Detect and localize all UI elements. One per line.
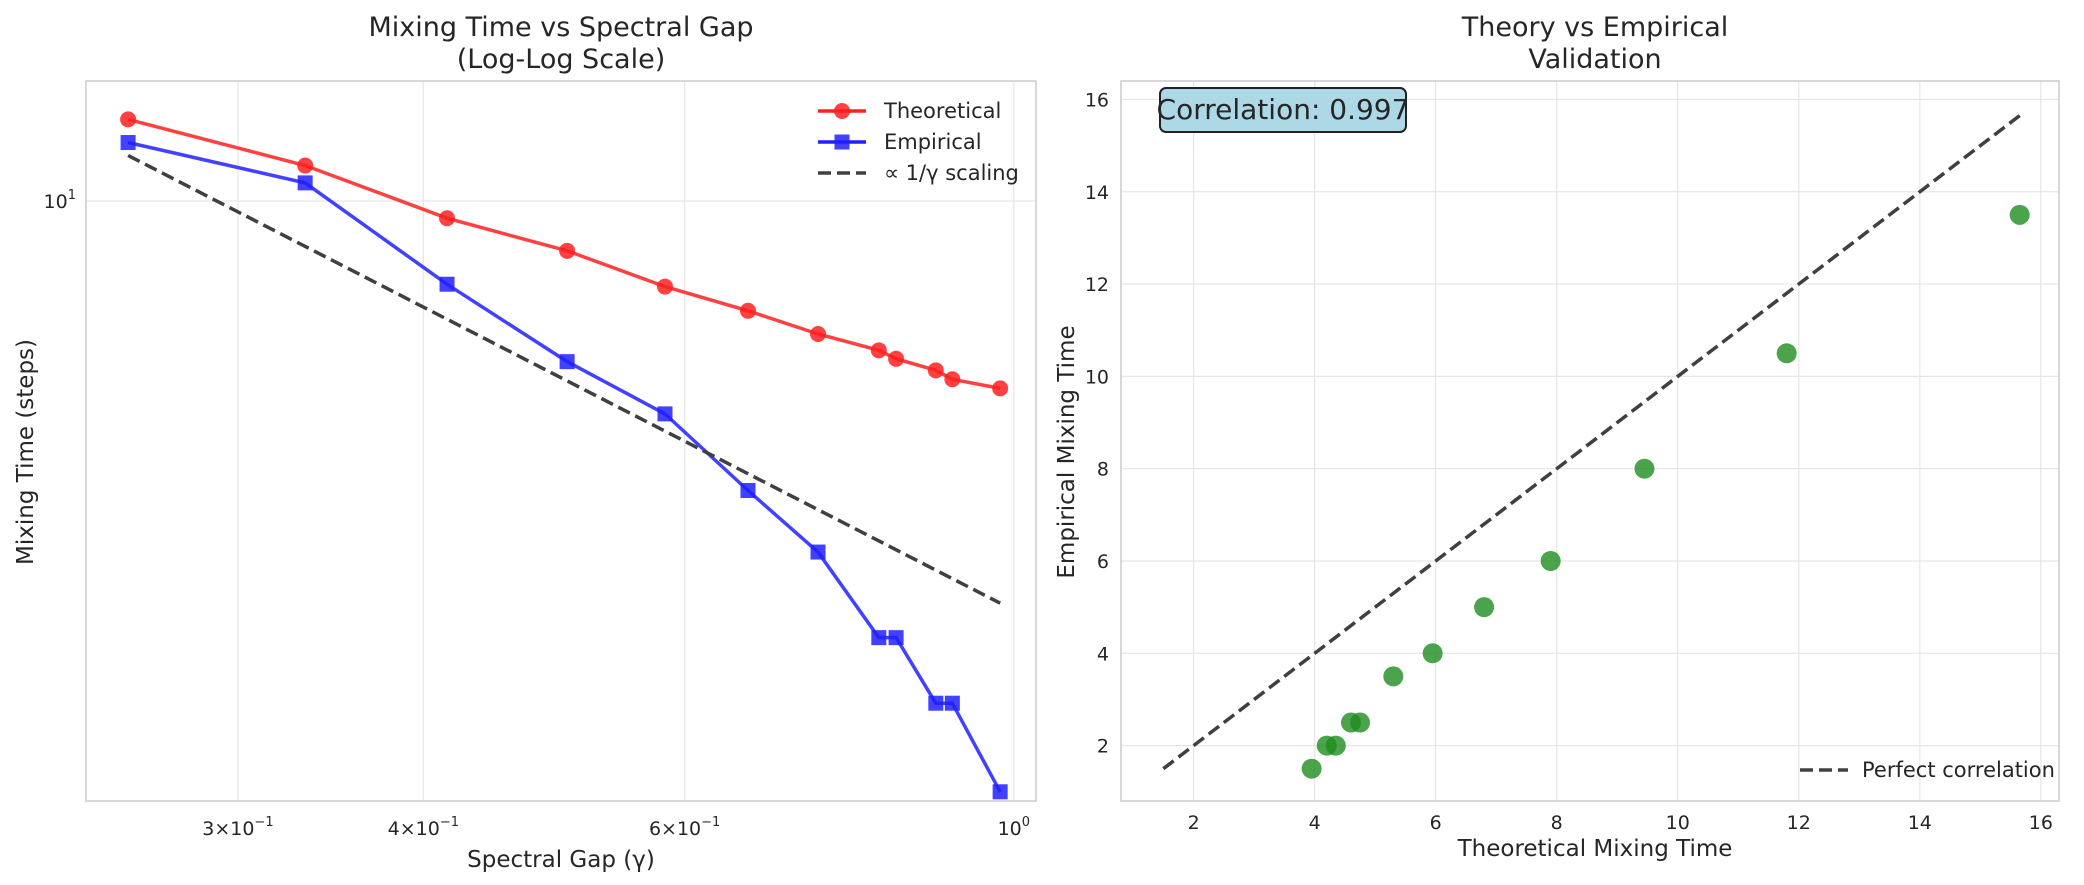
- left-empirical-point: [120, 135, 136, 151]
- right-chart-title: Theory vs Empirical: [1461, 12, 1729, 43]
- scatter-point: [1474, 597, 1495, 618]
- left-empirical-point: [740, 483, 756, 499]
- left-series-line-2: [127, 153, 1001, 605]
- left-theoretical-point: [944, 371, 961, 388]
- left-plot-background: [86, 81, 1036, 801]
- scatter-point: [1340, 712, 1361, 733]
- left-chart-subtitle: (Log-Log Scale): [457, 44, 666, 75]
- scatter-point: [1540, 551, 1561, 571]
- right-x-tick-label: 2: [1188, 812, 1200, 834]
- left-theoretical-point: [656, 278, 673, 295]
- right-x-tick-label: 16: [2029, 812, 2053, 834]
- right-y-tick-label: 4: [1097, 643, 1109, 665]
- left-empirical-point: [559, 354, 575, 370]
- left-legend-label: Theoretical: [883, 99, 1001, 123]
- right-y-tick-label: 12: [1085, 274, 1109, 296]
- scatter-point: [1316, 735, 1337, 756]
- correlation-annotation: Correlation: 0.997: [1157, 93, 1410, 126]
- scatter-point: [1634, 458, 1655, 479]
- scatter-point: [1383, 666, 1404, 687]
- right-x-tick-label: 8: [1551, 812, 1563, 834]
- right-y-tick-label: 14: [1085, 182, 1109, 204]
- left-x-tick-label: 3×10−1: [202, 815, 273, 840]
- left-chart-title: Mixing Time vs Spectral Gap: [368, 12, 753, 43]
- left-empirical-point: [871, 630, 887, 646]
- left-theoretical-point: [992, 380, 1009, 397]
- right-y-axis-label: Empirical Mixing Time: [1054, 325, 1080, 578]
- left-theoretical-point: [870, 342, 887, 359]
- left-x-axis-label: Spectral Gap (γ): [467, 847, 655, 873]
- correlation-annotation-box: [1159, 87, 1407, 133]
- left-empirical-point: [810, 544, 826, 560]
- right-plot-area: 2 4 6 8 10 12 14 16 2 4 6 8 10 12 14 16 Correlation: 0.9…: [1085, 80, 2060, 834]
- left-plot-area: 3×10−1 4×10−1 6×10−1 100 101 Theoretical Empir…: [44, 80, 1037, 840]
- right-x-axis-label: Theoretical Mixing Time: [1457, 836, 1733, 862]
- scatter-point: [2009, 204, 2030, 225]
- left-legend-marker: [834, 103, 850, 119]
- right-y-tick-label: 2: [1097, 736, 1109, 758]
- left-empirical-point: [657, 406, 673, 422]
- left-theoretical-point: [439, 210, 456, 227]
- right-chart-subtitle: Validation: [1528, 44, 1661, 75]
- left-theoretical-point: [559, 242, 576, 259]
- left-y-axis-label: Mixing Time (steps): [13, 339, 39, 565]
- right-x-tick-label: 6: [1430, 812, 1442, 834]
- left-theoretical-point: [927, 362, 944, 379]
- left-x-tick-label: 100: [998, 815, 1030, 840]
- left-theoretical-point: [810, 326, 827, 343]
- left-empirical-point: [944, 695, 960, 711]
- right-x-tick-label: 14: [1908, 812, 1932, 834]
- left-legend-marker: [834, 134, 850, 150]
- left-theoretical-point: [888, 350, 905, 367]
- left-empirical-point: [297, 175, 313, 191]
- right-plot-frame: [1120, 80, 2060, 802]
- left-empirical-point: [992, 784, 1008, 800]
- scatter-point: [1422, 643, 1443, 664]
- scatter-point: [1301, 758, 1322, 779]
- right-legend-label: Perfect correlation: [1862, 758, 2055, 782]
- right-y-tick-label: 16: [1085, 89, 1109, 111]
- right-y-tick-label: 10: [1085, 366, 1109, 388]
- left-empirical-point: [888, 630, 904, 646]
- right-x-tick-label: 12: [1787, 812, 1811, 834]
- left-theoretical-point: [297, 157, 314, 174]
- perfect-correlation-line: [1162, 114, 2021, 771]
- scatter-point: [1776, 343, 1797, 364]
- left-x-tick-label: 6×10−1: [649, 815, 720, 840]
- right-y-tick-label: 6: [1097, 551, 1109, 573]
- left-plot-frame: [85, 80, 1037, 802]
- left-empirical-point: [928, 695, 944, 711]
- left-theoretical-point: [739, 302, 756, 319]
- right-x-tick-label: 4: [1309, 812, 1321, 834]
- left-empirical-point: [439, 276, 455, 292]
- left-y-tick-label: 101: [44, 188, 76, 213]
- left-legend-label: ∝ 1/γ scaling: [884, 161, 1019, 185]
- left-legend-label: Empirical: [884, 130, 982, 154]
- left-theoretical-point: [120, 111, 137, 128]
- right-x-tick-label: 10: [1666, 812, 1690, 834]
- right-y-tick-label: 8: [1097, 459, 1109, 481]
- left-x-tick-label: 4×10−1: [388, 815, 459, 840]
